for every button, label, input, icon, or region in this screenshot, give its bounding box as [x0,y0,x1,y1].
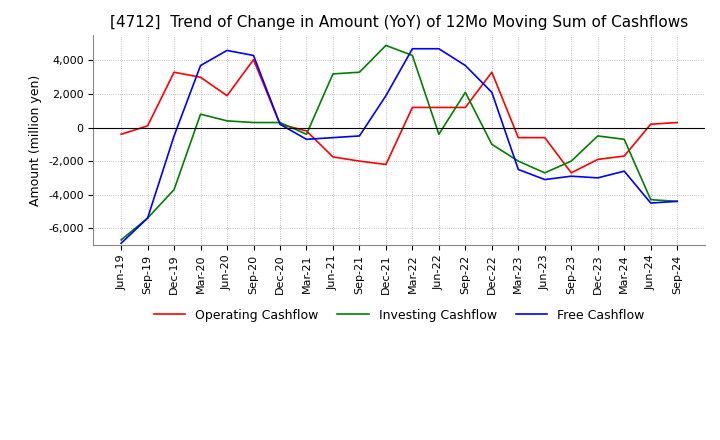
Operating Cashflow [461,105,469,110]
Operating Cashflow [408,105,417,110]
Operating Cashflow [117,132,125,137]
Investing Cashflow [355,70,364,75]
Operating Cashflow [302,128,311,134]
Operating Cashflow [328,154,337,160]
Free Cashflow [541,177,549,182]
Investing Cashflow [143,216,152,221]
Operating Cashflow [382,162,390,167]
Y-axis label: Amount (million yen): Amount (million yen) [30,74,42,206]
Free Cashflow [276,121,284,127]
Investing Cashflow [567,158,575,164]
Operating Cashflow [170,70,179,75]
Free Cashflow [487,90,496,95]
Investing Cashflow [487,142,496,147]
Operating Cashflow [514,135,523,140]
Title: [4712]  Trend of Change in Amount (YoY) of 12Mo Moving Sum of Cashflows: [4712] Trend of Change in Amount (YoY) o… [110,15,688,30]
Investing Cashflow [222,118,231,124]
Operating Cashflow [647,121,655,127]
Operating Cashflow [197,75,205,80]
Investing Cashflow [408,53,417,58]
Line: Investing Cashflow: Investing Cashflow [121,45,678,240]
Investing Cashflow [461,90,469,95]
Line: Free Cashflow: Free Cashflow [121,49,678,243]
Free Cashflow [117,241,125,246]
Free Cashflow [143,216,152,221]
Operating Cashflow [222,93,231,99]
Free Cashflow [408,46,417,51]
Operating Cashflow [541,135,549,140]
Free Cashflow [328,135,337,140]
Investing Cashflow [276,120,284,125]
Free Cashflow [249,53,258,58]
Investing Cashflow [620,137,629,142]
Operating Cashflow [276,121,284,127]
Free Cashflow [222,48,231,53]
Operating Cashflow [620,154,629,159]
Free Cashflow [593,175,602,180]
Investing Cashflow [647,197,655,202]
Operating Cashflow [435,105,444,110]
Operating Cashflow [487,70,496,75]
Investing Cashflow [382,43,390,48]
Investing Cashflow [170,187,179,192]
Free Cashflow [673,199,682,204]
Investing Cashflow [514,158,523,164]
Operating Cashflow [355,158,364,164]
Investing Cashflow [541,170,549,176]
Investing Cashflow [197,111,205,117]
Free Cashflow [382,93,390,99]
Free Cashflow [170,133,179,139]
Free Cashflow [647,200,655,205]
Free Cashflow [302,137,311,142]
Free Cashflow [567,173,575,179]
Operating Cashflow [249,57,258,62]
Investing Cashflow [302,132,311,137]
Operating Cashflow [673,120,682,125]
Free Cashflow [197,63,205,68]
Investing Cashflow [249,120,258,125]
Free Cashflow [620,169,629,174]
Free Cashflow [514,167,523,172]
Line: Operating Cashflow: Operating Cashflow [121,60,678,173]
Free Cashflow [461,63,469,68]
Free Cashflow [355,133,364,139]
Investing Cashflow [328,71,337,77]
Free Cashflow [435,46,444,51]
Investing Cashflow [593,133,602,139]
Operating Cashflow [593,157,602,162]
Legend: Operating Cashflow, Investing Cashflow, Free Cashflow: Operating Cashflow, Investing Cashflow, … [149,304,649,327]
Investing Cashflow [673,199,682,204]
Operating Cashflow [567,170,575,176]
Investing Cashflow [435,132,444,137]
Investing Cashflow [117,237,125,242]
Operating Cashflow [143,123,152,128]
